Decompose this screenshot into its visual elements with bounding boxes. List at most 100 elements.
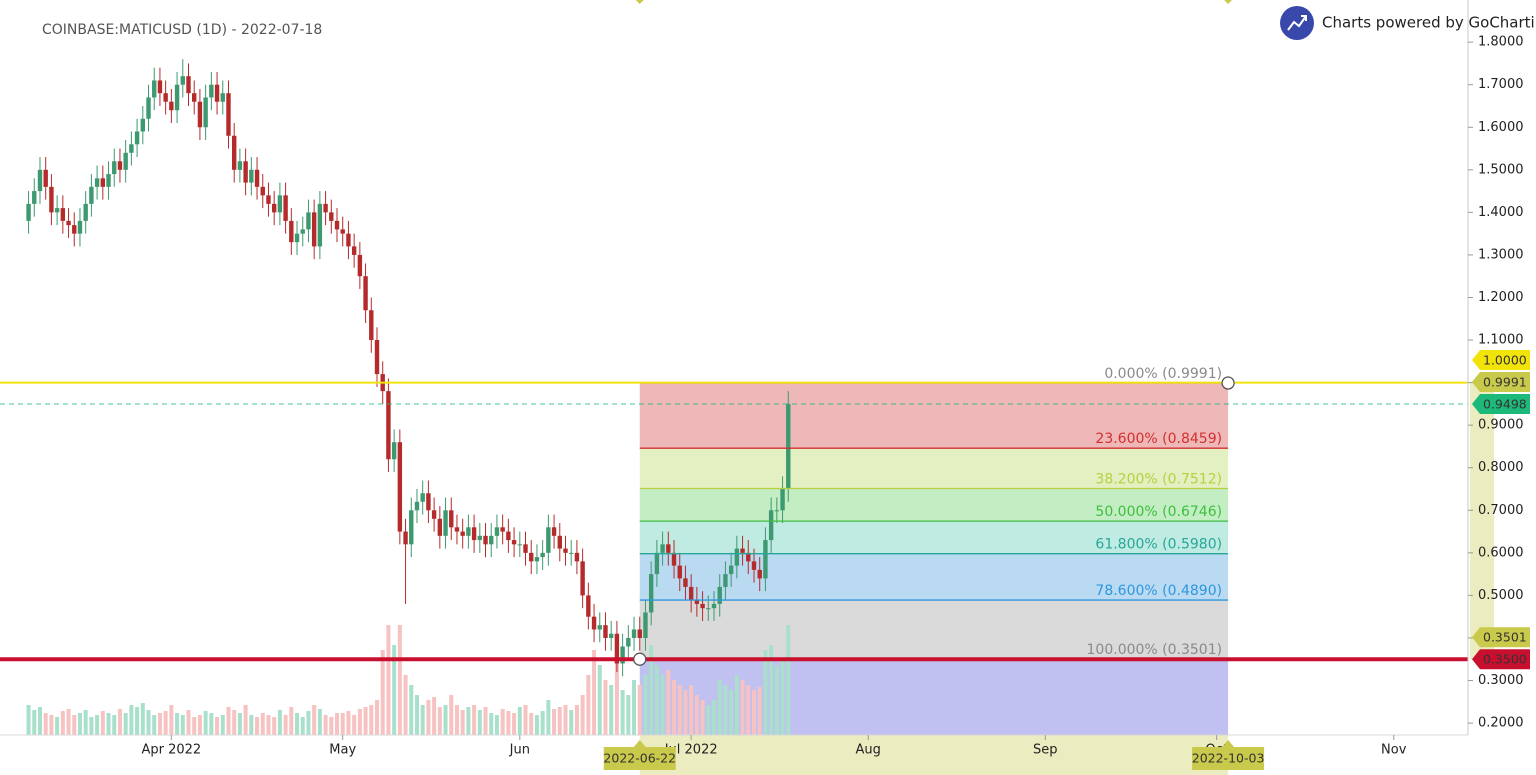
candle-body [306, 212, 311, 230]
candle-body [409, 510, 414, 545]
volume-bar [751, 690, 756, 735]
date-marker-box [603, 740, 676, 770]
volume-bar [529, 713, 534, 735]
candle-body [386, 391, 391, 460]
volume-bar [637, 685, 642, 735]
volume-bar [306, 711, 311, 735]
candle-body [397, 442, 403, 532]
volume-bar [203, 711, 208, 735]
volume-bar [763, 650, 768, 735]
volume-bar [746, 685, 751, 735]
badge[interactable]: Charts powered by GoCharting [1280, 6, 1536, 40]
volume-bar [620, 690, 625, 735]
candle-body [374, 340, 380, 375]
volume-bar [66, 709, 71, 735]
candle-body [780, 489, 785, 511]
volume-bar [363, 707, 368, 735]
badge-icon-line [1287, 15, 1307, 31]
volume-bar [437, 707, 442, 735]
candle-body [471, 527, 477, 541]
candle-body [123, 152, 128, 170]
candle-body [608, 633, 614, 638]
candle-body [443, 510, 448, 536]
volume-bar [626, 695, 631, 735]
candle-body [466, 527, 471, 536]
volume-bar [232, 710, 237, 735]
candle-body [220, 93, 225, 102]
candle-body [534, 557, 540, 562]
volume-bar [100, 711, 105, 735]
candle-body [60, 208, 66, 221]
fib-band [639, 382, 1229, 449]
volume-bar [374, 700, 379, 735]
volume-bar [603, 680, 608, 735]
volume-bar [289, 707, 294, 735]
candle-body [580, 561, 585, 596]
candle-body [631, 629, 637, 638]
y-tick-label: 1.4000 [1478, 205, 1524, 220]
candle-body [483, 535, 488, 545]
volume-bar [43, 713, 48, 735]
candle-body [369, 310, 374, 341]
fib-level-label: 100.000% (0.3501) [1087, 642, 1223, 658]
candle-body [209, 84, 214, 98]
volume-bar [209, 713, 214, 735]
candle-body [266, 195, 271, 204]
candle-body [94, 178, 100, 187]
volume-bar [49, 715, 54, 735]
date-marker: 2022-06-22 [603, 740, 676, 770]
volume-bar [563, 705, 568, 735]
volume-bar [420, 705, 425, 735]
candle-body [106, 174, 111, 187]
x-tick-label: Nov [1381, 743, 1407, 758]
fib-anchor [1221, 376, 1235, 390]
candle-body [260, 186, 265, 196]
candle-body [740, 548, 745, 553]
date-marker-box [1192, 740, 1265, 770]
candle-body [529, 552, 534, 562]
price-tag-label: 1.0000 [1483, 352, 1527, 367]
volume-bar [277, 710, 282, 735]
candle-body [140, 118, 146, 132]
candle-body [83, 203, 88, 221]
volume-bar [237, 713, 242, 735]
candle-body [654, 552, 660, 575]
candle-body [706, 608, 711, 610]
volume-bar [414, 695, 419, 735]
volume-bar [300, 717, 305, 735]
volume-bar [677, 685, 682, 735]
candle-body [494, 527, 500, 536]
fib-level-label: 38.200% (0.7512) [1095, 471, 1222, 487]
volume-bar [369, 705, 374, 735]
candle-body [66, 220, 71, 226]
candle-body [666, 544, 671, 553]
time-range-highlight [639, 735, 1229, 775]
volume-bar [723, 685, 728, 735]
candle-body [477, 535, 483, 541]
volume-bar [295, 713, 300, 735]
candle-body [431, 510, 437, 519]
candle-body [277, 195, 283, 213]
y-tick-label: 1.6000 [1478, 120, 1524, 135]
candle-body [311, 212, 317, 247]
volume-bar [112, 715, 117, 735]
volume-bar [569, 710, 574, 735]
candle-body [603, 625, 608, 638]
candle-body [43, 169, 48, 187]
candle-body [231, 135, 237, 170]
volume-bar [523, 705, 528, 735]
y-tick-label: 1.7000 [1478, 77, 1524, 92]
volume-bar [534, 715, 539, 735]
candle-body [203, 97, 208, 128]
candle-body [186, 76, 191, 94]
volume-bar [123, 713, 128, 735]
y-tick-label: 0.7000 [1478, 503, 1524, 518]
candle-body [197, 101, 203, 128]
volume-bar [512, 713, 517, 735]
candle-body [180, 76, 185, 85]
volume-bar [329, 717, 334, 735]
volume-bar [135, 707, 140, 735]
volume-bar [323, 715, 328, 735]
fib-band [639, 488, 1229, 522]
